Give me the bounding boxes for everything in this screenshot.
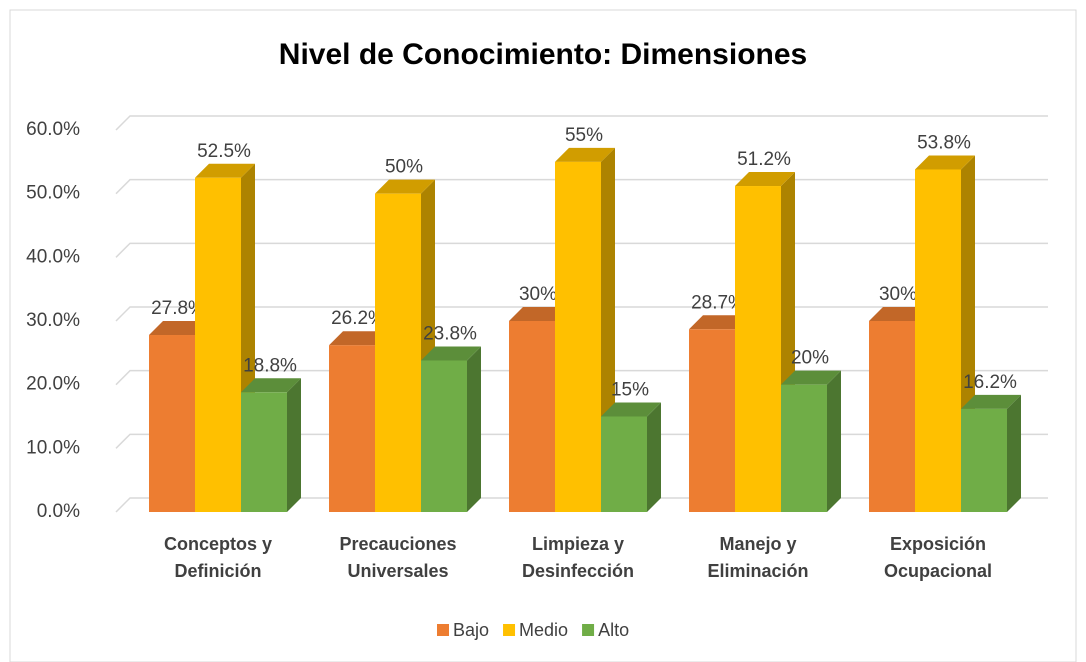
bar [241, 378, 301, 512]
value-label: 18.8% [243, 355, 297, 376]
bar-front [735, 186, 781, 512]
bar-top [601, 402, 661, 417]
bar-front [195, 177, 241, 512]
bar-front [555, 161, 601, 513]
bar-side [287, 378, 301, 512]
bar-side [647, 402, 661, 512]
y-tick-label: 60.0% [26, 119, 80, 140]
legend-label: Medio [519, 620, 568, 640]
bar-front [149, 335, 195, 512]
value-label: 30% [519, 284, 557, 305]
bar-top [915, 155, 975, 170]
bar-top [375, 179, 435, 194]
bar-front [869, 321, 915, 512]
bar-side [1007, 394, 1021, 512]
bar-front [601, 416, 647, 512]
bar-front [329, 345, 375, 512]
bar-front [375, 193, 421, 512]
bar-top [869, 307, 929, 321]
x-tick-label: Definición [174, 561, 261, 581]
bar-front [915, 169, 961, 512]
y-tick-label: 30.0% [26, 310, 80, 331]
value-label: 20% [791, 348, 829, 369]
y-tick-label: 10.0% [26, 437, 80, 458]
value-label: 51.2% [737, 149, 791, 170]
x-tick-label: Exposición [890, 534, 986, 554]
value-label: 15% [611, 380, 649, 401]
bar-top [421, 346, 481, 361]
bar [421, 346, 481, 512]
bar-front [241, 392, 287, 512]
bar-top [509, 307, 569, 321]
x-tick-label: Ocupacional [884, 561, 992, 581]
legend-swatch [503, 624, 516, 636]
legend-swatch [582, 624, 595, 636]
value-label: 16.2% [963, 372, 1017, 393]
value-label: 28.7% [691, 292, 745, 313]
legend-label: Alto [598, 620, 629, 640]
legend-label: Bajo [453, 620, 489, 640]
bar-top [689, 315, 749, 330]
bar-top [961, 394, 1021, 409]
value-label: 27.8% [151, 298, 205, 319]
bar-side [467, 346, 481, 512]
value-label: 30% [879, 284, 917, 305]
bar-front [421, 360, 467, 512]
bar-front [781, 384, 827, 512]
y-tick-label: 50.0% [26, 183, 80, 204]
bar-top [555, 147, 615, 162]
bar-top [195, 163, 255, 178]
bar-top [241, 378, 301, 393]
y-tick-label: 40.0% [26, 246, 80, 267]
chart-title: Nivel de Conocimiento: Dimensiones [279, 38, 807, 71]
value-label: 23.8% [423, 323, 477, 344]
bar-front [509, 321, 555, 512]
legend-swatch [437, 624, 449, 636]
bar-side [827, 370, 841, 512]
grid-line [115, 115, 1048, 131]
bar [509, 307, 569, 512]
bar-front [961, 408, 1007, 512]
value-label: 50% [385, 157, 423, 178]
x-tick-label: Desinfección [522, 561, 634, 581]
x-tick-label: Eliminación [707, 561, 808, 581]
x-tick-label: Precauciones [339, 534, 456, 554]
x-tick-label: Limpieza y [532, 534, 624, 554]
value-label: 26.2% [331, 308, 385, 329]
bar-front [689, 329, 735, 512]
value-label: 55% [565, 125, 603, 146]
value-label: 52.5% [197, 141, 251, 162]
bar [601, 402, 661, 512]
value-label: 53.8% [917, 132, 971, 153]
bar-top [149, 321, 209, 336]
x-tick-label: Manejo y [719, 534, 796, 554]
bar [961, 394, 1021, 512]
bar-top [329, 331, 389, 346]
y-tick-label: 20.0% [26, 374, 80, 395]
y-tick-label: 0.0% [37, 501, 80, 522]
x-tick-label: Conceptos y [164, 534, 272, 554]
bar-top [781, 370, 841, 385]
bar [781, 370, 841, 512]
bar-top [735, 172, 795, 187]
x-tick-label: Universales [347, 561, 448, 581]
